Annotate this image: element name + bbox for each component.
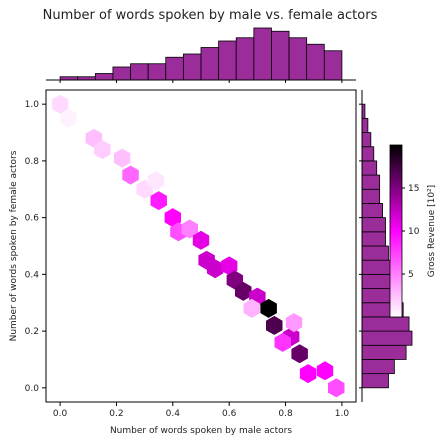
top-histogram-bar xyxy=(200,47,220,81)
top-histogram-bar xyxy=(130,63,149,81)
right-histogram-bar xyxy=(361,373,389,389)
x-tick-label: 0.0 xyxy=(53,409,68,419)
top-histogram-bar xyxy=(182,53,202,81)
top-histogram-bar xyxy=(165,56,184,81)
x-tick-label: 0.2 xyxy=(109,409,123,419)
top-histogram-bar xyxy=(271,30,290,81)
hexbin-cell xyxy=(206,259,224,279)
top-histogram-bar xyxy=(218,40,237,81)
hexbin-cell xyxy=(285,313,303,333)
hexbin-cell xyxy=(291,344,308,364)
hexbin-cell xyxy=(274,332,291,352)
right-histogram-bar xyxy=(361,117,369,133)
colorbar-tick-label: 10 xyxy=(408,227,420,237)
y-tick-label: 0.6 xyxy=(25,214,40,224)
right-histogram-bar xyxy=(361,174,381,190)
right-histogram-bar xyxy=(361,231,386,247)
hexbin-cell xyxy=(266,315,283,335)
right-histogram-bar xyxy=(361,273,395,289)
top-histogram-bar xyxy=(112,66,131,81)
chart-title: Number of words spoken by male vs. femal… xyxy=(43,8,378,23)
right-histogram-bar xyxy=(361,217,386,233)
right-histogram-bar xyxy=(361,359,395,375)
y-axis-label: Number of words spoken by female actors xyxy=(9,150,19,341)
right-histogram-bar xyxy=(361,132,372,148)
hexbin-cell xyxy=(299,364,317,384)
right-histogram-bar xyxy=(361,146,375,162)
x-axis-ticks: 0.0 0.2 0.4 0.6 0.8 1.0 xyxy=(53,402,349,419)
main-axes: 0.0 0.2 0.4 0.6 0.8 1.0 0.0 0.2 0.4 0.6 0.8 1.0 xyxy=(25,89,357,419)
right-histogram-bar xyxy=(361,203,383,219)
top-histogram-bar xyxy=(235,37,255,81)
right-histogram xyxy=(359,90,413,402)
y-tick-label: 0.4 xyxy=(25,270,40,280)
hexbin-cell xyxy=(60,108,77,128)
hexbin-cell xyxy=(221,256,238,276)
hexbin-cell xyxy=(192,230,210,250)
top-histogram-bar xyxy=(94,73,114,81)
colorbar-ticks: 5 10 15 xyxy=(402,184,420,280)
y-tick-label: 0.0 xyxy=(25,384,40,394)
hexbin-cell xyxy=(51,94,69,114)
top-histogram-bar xyxy=(147,63,167,81)
hexbin-cell xyxy=(260,298,277,318)
hexbin-cell xyxy=(235,281,252,301)
y-tick-label: 0.2 xyxy=(25,327,39,337)
right-histogram-bar xyxy=(361,259,392,275)
hexbin-cell xyxy=(328,378,345,398)
top-histogram-bar xyxy=(306,43,325,81)
colorbar-tick-label: 15 xyxy=(408,184,419,194)
right-histogram-bar xyxy=(361,330,413,346)
x-tick-label: 1.0 xyxy=(335,409,350,419)
hexbin-cell xyxy=(147,171,165,191)
x-tick-label: 0.8 xyxy=(278,409,293,419)
colorbar: 5 10 15 Gross Revenue [10²] xyxy=(389,144,437,318)
y-axis-ticks: 0.0 0.2 0.4 0.6 0.8 1.0 xyxy=(25,100,46,394)
top-histogram-bar xyxy=(253,27,272,81)
right-histogram-bar xyxy=(361,160,378,176)
hexbin-cell xyxy=(122,165,139,185)
x-axis-label: Number of words spoken by male actors xyxy=(110,426,292,436)
right-histogram-bar xyxy=(361,188,381,204)
hexbin-cell xyxy=(150,191,167,211)
hexbin-layer xyxy=(51,94,345,398)
right-histogram-bar xyxy=(361,344,407,360)
right-histogram-bar xyxy=(361,316,410,332)
colorbar-label: Gross Revenue [10²] xyxy=(427,185,437,277)
colorbar-gradient xyxy=(389,144,403,318)
x-tick-label: 0.6 xyxy=(222,409,237,419)
top-histogram-bar xyxy=(323,50,343,81)
top-histogram xyxy=(46,27,356,83)
y-tick-label: 0.8 xyxy=(25,157,40,167)
x-tick-label: 0.4 xyxy=(166,409,181,419)
hexbin-cell xyxy=(243,298,260,318)
y-tick-label: 1.0 xyxy=(25,100,40,110)
hexbin-cell xyxy=(94,140,111,160)
hexbin-cell xyxy=(316,361,334,381)
hexbin-cell xyxy=(113,148,131,168)
hexbin-cell xyxy=(164,208,181,228)
top-histogram-bar xyxy=(288,37,308,81)
colorbar-tick-label: 5 xyxy=(408,270,414,280)
right-histogram-bar xyxy=(361,245,389,261)
hexbin-cell xyxy=(181,219,198,239)
